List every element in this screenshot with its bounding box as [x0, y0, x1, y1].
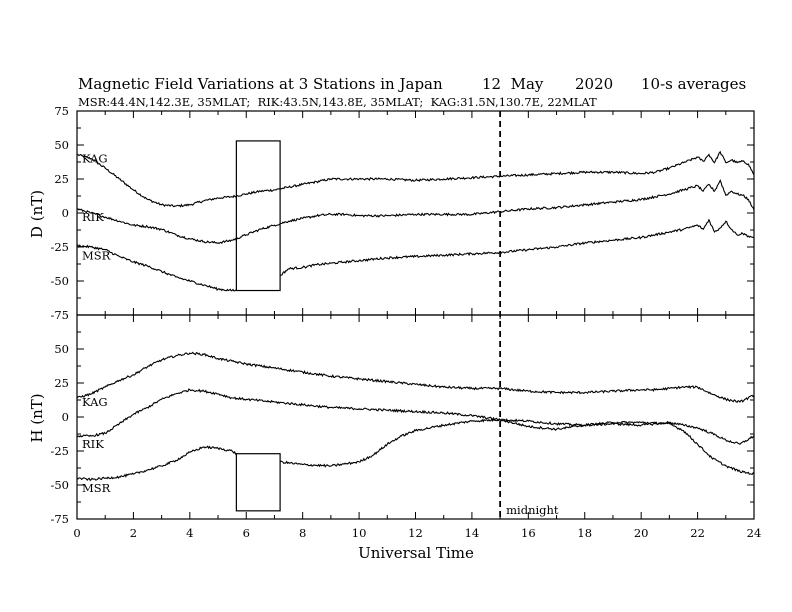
series-label-rik: RIK	[82, 437, 104, 451]
series-label-rik: RIK	[82, 210, 104, 224]
x-tick-label: 4	[186, 526, 193, 540]
series-label-kag: KAG	[82, 152, 108, 166]
y-tick-label: 75	[54, 104, 69, 118]
series-line-rik	[76, 179, 755, 245]
series-label-msr: MSR	[82, 249, 111, 263]
y-axis-label-bottom: H (nT)	[28, 393, 46, 442]
x-tick-label: 8	[299, 526, 306, 540]
chart-title: Magnetic Field Variations at 3 Stations …	[78, 75, 443, 93]
panel-frame	[76, 110, 755, 316]
panel-frame	[76, 314, 755, 520]
y-tick-label: 25	[54, 376, 69, 390]
x-axis-label: Universal Time	[358, 544, 474, 562]
x-tick-label: 20	[634, 526, 649, 540]
y-tick-label: -75	[50, 308, 69, 322]
y-tick-label: 50	[54, 342, 69, 356]
chart-subtitle: MSR:44.4N,142.3E, 35MLAT; RIK:43.5N,143.…	[78, 95, 597, 109]
x-tick-label: 6	[243, 526, 250, 540]
y-tick-label: -75	[50, 512, 69, 526]
midnight-annotation: midnight	[506, 503, 559, 517]
x-tick-label: 0	[73, 526, 80, 540]
x-tick-label: 12	[408, 526, 423, 540]
y-axis-label-top: D (nT)	[28, 190, 46, 238]
y-tick-label: -25	[50, 444, 69, 458]
x-tick-label: 14	[465, 526, 480, 540]
series-line-msr	[76, 218, 754, 292]
data-gap-box	[235, 140, 281, 292]
y-tick-label: -25	[50, 240, 69, 254]
y-tick-label: -50	[50, 274, 69, 288]
y-tick-label: 0	[62, 206, 69, 220]
y-tick-label: -50	[50, 478, 69, 492]
plot-layer: 75 50 25 0 -25 -50 -75 KAG RIK MSR 50 25 0 -25 -50 -75 K…	[50, 104, 761, 540]
y-tick-label: 0	[62, 410, 69, 424]
y-tick-label: 50	[54, 138, 69, 152]
x-tick-label: 24	[747, 526, 762, 540]
x-tick-label: 2	[130, 526, 137, 540]
series-label-kag: KAG	[82, 395, 108, 409]
series-line-kag	[76, 351, 755, 404]
x-tick-label: 16	[521, 526, 536, 540]
chart-title-date: 12 May	[482, 75, 544, 93]
x-tick-label: 10	[352, 526, 367, 540]
series-line-rik	[76, 388, 755, 445]
chart-title-year: 2020	[575, 75, 613, 93]
x-tick-label: 22	[690, 526, 705, 540]
series-line-kag	[77, 150, 755, 208]
data-gap-box	[235, 453, 281, 512]
y-tick-label: 25	[54, 172, 69, 186]
series-line-msr	[76, 418, 755, 482]
x-tick-label: 18	[577, 526, 592, 540]
chart-title-averaging: 10-s averages	[641, 75, 746, 93]
series-label-msr: MSR	[82, 481, 111, 495]
